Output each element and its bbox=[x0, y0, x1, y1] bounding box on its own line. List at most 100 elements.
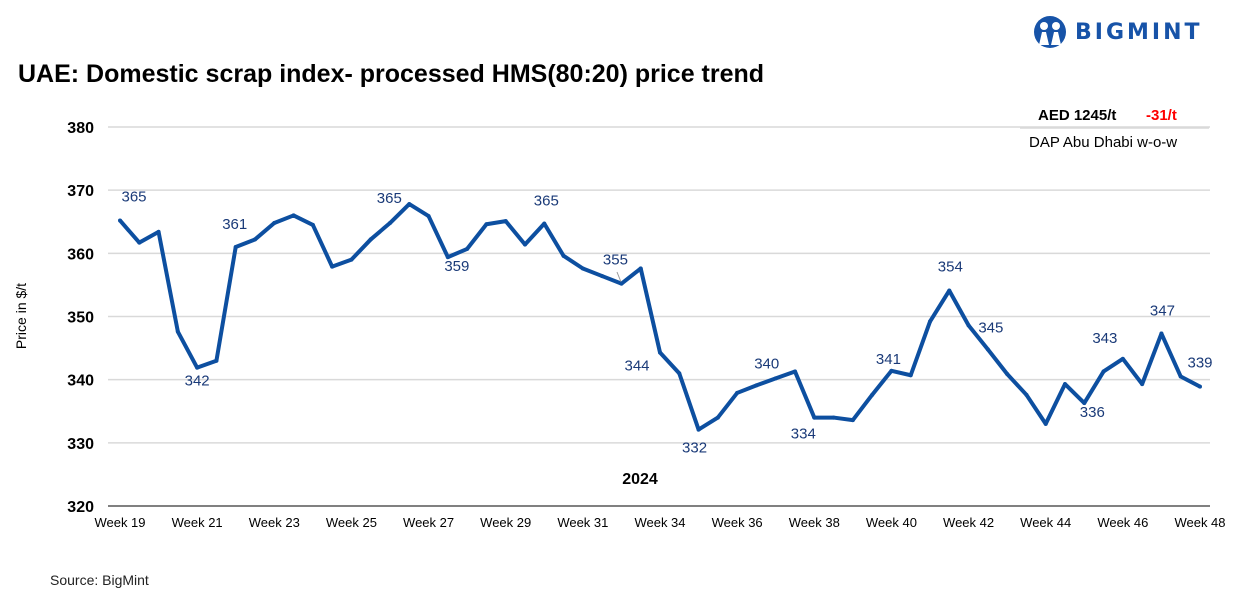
data-point bbox=[870, 392, 875, 397]
logo-people-icon bbox=[1034, 16, 1066, 48]
data-point bbox=[638, 266, 643, 271]
data-point bbox=[1024, 392, 1029, 397]
source-note: Source: BigMint bbox=[50, 572, 149, 588]
data-point bbox=[426, 214, 431, 219]
data-label: 365 bbox=[534, 193, 559, 210]
page-title: UAE: Domestic scrap index- processed HMS… bbox=[18, 60, 765, 88]
x-tick-label: Week 36 bbox=[712, 515, 763, 530]
data-point bbox=[1120, 356, 1125, 361]
data-point bbox=[812, 415, 817, 420]
data-label: 347 bbox=[1150, 303, 1175, 320]
data-label: 341 bbox=[876, 351, 901, 368]
data-point bbox=[330, 264, 335, 269]
data-label: 336 bbox=[1080, 404, 1105, 421]
data-point bbox=[175, 329, 180, 334]
data-point bbox=[600, 274, 605, 279]
data-point bbox=[542, 221, 547, 226]
data-point bbox=[407, 202, 412, 207]
data-point bbox=[619, 281, 624, 286]
data-point bbox=[465, 246, 470, 251]
data-label: 359 bbox=[444, 258, 469, 275]
data-point bbox=[233, 245, 238, 250]
data-point bbox=[966, 323, 971, 328]
data-point bbox=[1043, 421, 1048, 426]
x-tick-label: Week 38 bbox=[789, 515, 840, 530]
data-point bbox=[310, 222, 315, 227]
data-point bbox=[368, 237, 373, 242]
y-tick-label: 340 bbox=[67, 373, 94, 390]
data-label: 355 bbox=[603, 252, 628, 269]
data-point bbox=[156, 229, 161, 234]
data-point bbox=[1082, 401, 1087, 406]
bigmint-logo: BIGMINT bbox=[1033, 15, 1203, 49]
data-point bbox=[715, 415, 720, 420]
x-tick-label: Week 27 bbox=[403, 515, 454, 530]
y-tick-label: 350 bbox=[67, 310, 94, 327]
data-point bbox=[889, 368, 894, 373]
data-point bbox=[831, 415, 836, 420]
data-point bbox=[253, 237, 257, 242]
data-point bbox=[291, 213, 296, 218]
data-label: 334 bbox=[791, 426, 816, 443]
data-label: 332 bbox=[682, 440, 707, 457]
data-point bbox=[137, 240, 142, 245]
x-tick-label: Week 48 bbox=[1174, 515, 1225, 530]
data-point bbox=[773, 376, 778, 381]
y-tick-label: 330 bbox=[67, 436, 94, 453]
data-label: 345 bbox=[978, 319, 1003, 336]
data-label: 339 bbox=[1187, 355, 1212, 372]
x-tick-label: Week 42 bbox=[943, 515, 994, 530]
data-point bbox=[580, 266, 585, 271]
data-label: 342 bbox=[185, 373, 210, 390]
y-tick-label: 380 bbox=[67, 120, 94, 137]
data-point bbox=[850, 418, 855, 423]
info-change: -31/t bbox=[1146, 107, 1177, 124]
data-label: 361 bbox=[222, 216, 247, 233]
data-point bbox=[1063, 382, 1067, 387]
data-point bbox=[445, 255, 450, 260]
data-point bbox=[349, 257, 354, 262]
x-tick-label: Week 19 bbox=[94, 515, 145, 530]
data-point bbox=[735, 390, 740, 395]
info-description: DAP Abu Dhabi w-o-w bbox=[1029, 134, 1177, 151]
x-tick-label: Week 21 bbox=[172, 515, 223, 530]
data-point bbox=[658, 350, 662, 355]
x-tick-label: Week 29 bbox=[480, 515, 531, 530]
x-tick-label: Week 46 bbox=[1097, 515, 1148, 530]
data-point bbox=[561, 253, 566, 258]
data-point bbox=[1178, 374, 1183, 379]
data-point bbox=[793, 369, 797, 374]
data-point bbox=[908, 373, 913, 378]
data-label: 365 bbox=[377, 190, 402, 207]
data-point bbox=[947, 288, 952, 293]
x-tick-label: Week 23 bbox=[249, 515, 300, 530]
data-point bbox=[1159, 331, 1164, 336]
data-label: 365 bbox=[121, 188, 146, 205]
data-label: 340 bbox=[754, 355, 779, 372]
y-tick-label: 360 bbox=[67, 246, 94, 263]
x-tick-label: Week 34 bbox=[634, 515, 685, 530]
x-tick-label: Week 25 bbox=[326, 515, 377, 530]
label-leader-line bbox=[616, 271, 622, 283]
data-point bbox=[272, 221, 277, 226]
data-point bbox=[1101, 369, 1106, 374]
data-point bbox=[523, 242, 527, 247]
data-point bbox=[214, 358, 219, 363]
data-point bbox=[1198, 384, 1202, 389]
data-point bbox=[118, 218, 122, 223]
y-tick-label: 320 bbox=[67, 499, 94, 516]
logo-text: BIGMINT bbox=[1075, 19, 1203, 45]
data-point bbox=[696, 427, 701, 432]
info-price: AED 1245/t bbox=[1038, 107, 1116, 124]
data-label: 343 bbox=[1092, 330, 1117, 347]
x-tick-label: Week 44 bbox=[1020, 515, 1071, 530]
data-point bbox=[1005, 371, 1010, 376]
y-tick-label: 370 bbox=[67, 183, 94, 200]
x-tick-label: Week 40 bbox=[866, 515, 917, 530]
data-point bbox=[985, 347, 990, 352]
x-tick-label: Week 31 bbox=[557, 515, 608, 530]
data-point bbox=[484, 222, 489, 227]
data-point bbox=[388, 221, 392, 226]
data-point bbox=[677, 371, 682, 376]
